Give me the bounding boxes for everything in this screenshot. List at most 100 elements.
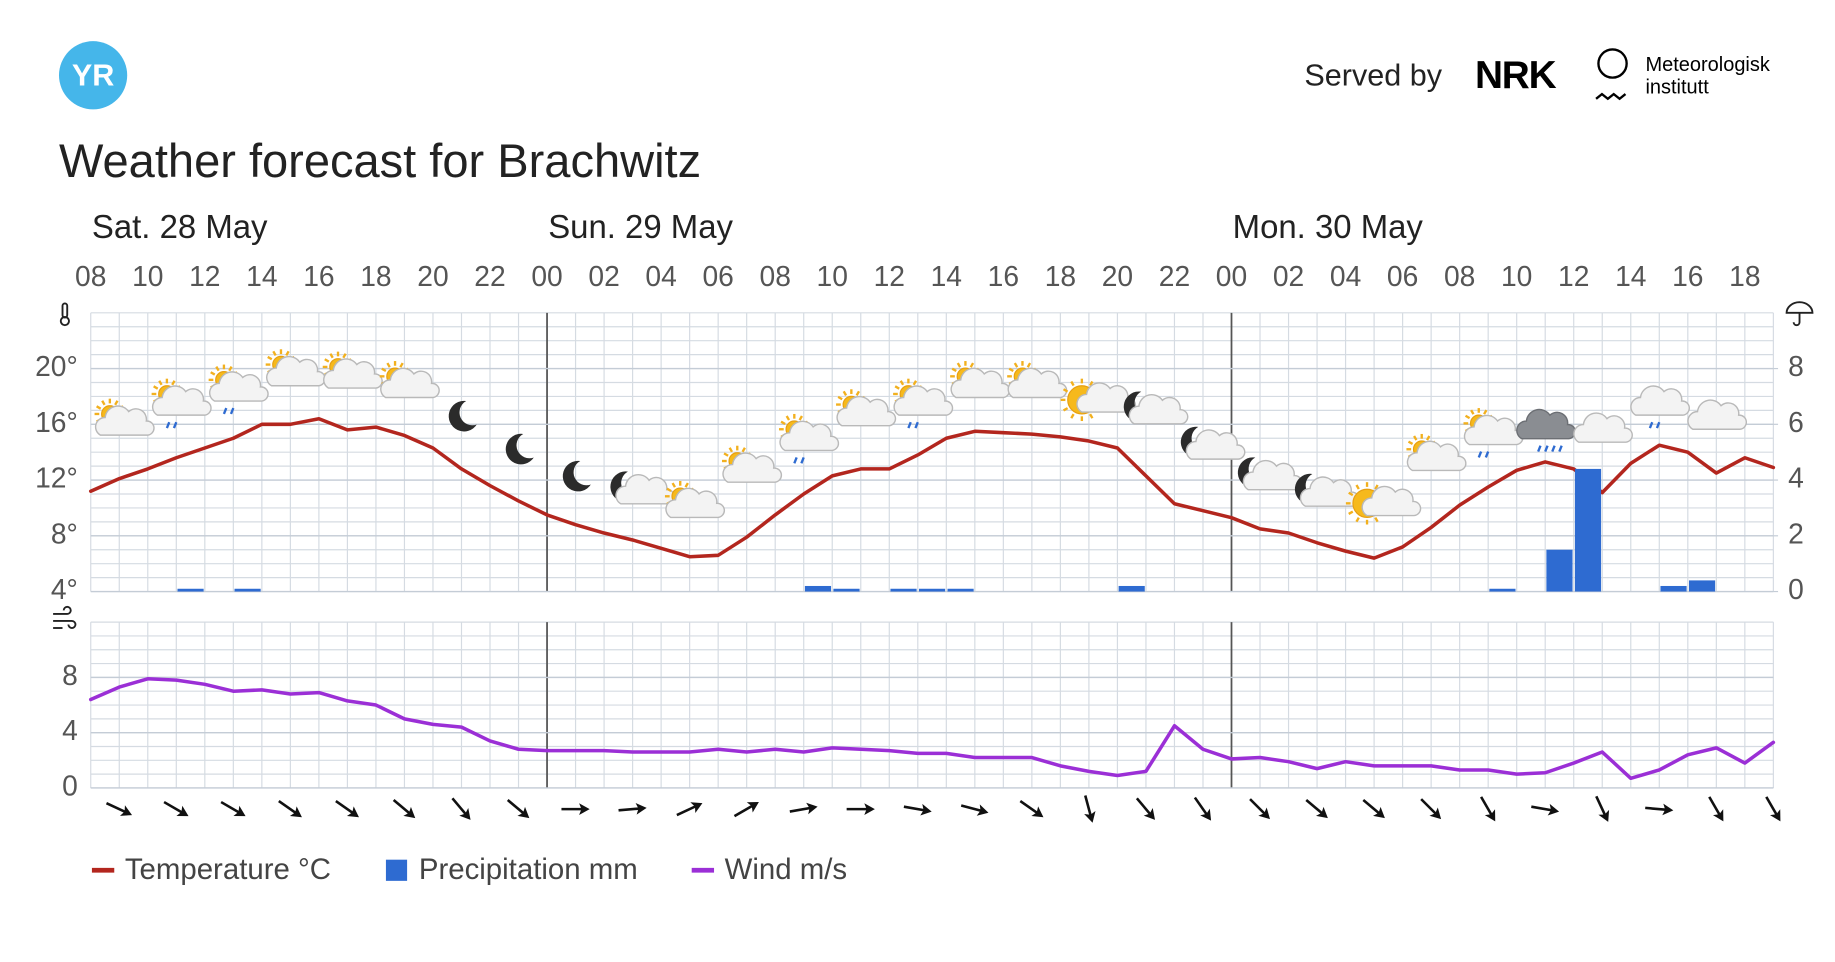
y2-tick-label: 8 bbox=[1788, 350, 1804, 382]
x-tick-label: 16 bbox=[1672, 260, 1703, 292]
x-tick-label: 02 bbox=[1273, 260, 1304, 292]
x-tick-label: 14 bbox=[246, 260, 277, 292]
y2-tick-label: 2 bbox=[1788, 517, 1804, 549]
met-name: institutt bbox=[1645, 76, 1709, 98]
rain bbox=[1537, 445, 1542, 453]
sun-ray bbox=[780, 420, 786, 425]
sun-ray bbox=[101, 400, 106, 406]
sun-ray bbox=[1089, 380, 1094, 387]
sun-ray bbox=[158, 380, 163, 386]
arrow-shaft bbox=[903, 805, 928, 813]
served-by: Served by bbox=[1304, 59, 1442, 93]
arrow-head bbox=[517, 806, 530, 819]
arrow-shaft bbox=[220, 800, 243, 815]
sun-ray bbox=[228, 366, 233, 372]
day-label: Mon. 30 May bbox=[1233, 208, 1424, 245]
sun-ray bbox=[1470, 409, 1475, 415]
wind-arrow bbox=[1420, 798, 1442, 820]
cloud bbox=[665, 487, 726, 519]
arrow-shaft bbox=[1362, 799, 1383, 817]
sun-ray bbox=[1355, 484, 1360, 490]
legend-label: Temperature °C bbox=[125, 853, 331, 886]
x-tick-label: 12 bbox=[1558, 260, 1589, 292]
x-tick-label: 08 bbox=[1444, 260, 1475, 292]
weather-icon bbox=[505, 433, 534, 465]
cloud bbox=[151, 385, 212, 416]
wind-arrow bbox=[561, 803, 590, 815]
legend-label: Wind m/s bbox=[725, 853, 847, 886]
y3-tick-label: 4 bbox=[62, 714, 78, 746]
x-tick-label: 18 bbox=[1045, 260, 1076, 292]
sun-ray bbox=[114, 400, 119, 406]
arrow-head bbox=[1200, 808, 1212, 821]
sun-ray bbox=[1089, 413, 1094, 419]
arrow-head bbox=[119, 805, 133, 816]
precipitation-bar bbox=[234, 588, 261, 592]
weather-icon bbox=[1294, 473, 1360, 507]
arrow-head bbox=[1031, 806, 1044, 818]
sun-ray bbox=[671, 482, 676, 488]
sun-ray bbox=[1407, 440, 1414, 445]
sun-ray bbox=[798, 415, 803, 421]
met-logo-circle bbox=[1597, 48, 1628, 79]
wind-arrow bbox=[220, 800, 246, 817]
wind-arrow bbox=[1084, 795, 1096, 823]
sun-ray bbox=[1062, 407, 1069, 412]
arrow-shaft bbox=[392, 799, 413, 817]
rain bbox=[172, 421, 178, 429]
rain bbox=[1655, 421, 1661, 429]
precipitation-bar bbox=[918, 588, 946, 592]
arrow-head bbox=[976, 804, 989, 816]
sun-ray bbox=[894, 385, 900, 390]
arrow-head bbox=[233, 805, 246, 817]
weather-icon bbox=[721, 445, 783, 483]
x-tick-label: 02 bbox=[588, 260, 619, 292]
weather-icon bbox=[1573, 412, 1633, 443]
wind-arrow bbox=[1645, 803, 1674, 816]
temperature-line bbox=[88, 416, 1776, 560]
arrow-shaft bbox=[676, 803, 699, 817]
sun-ray bbox=[342, 353, 347, 359]
weather-icon bbox=[1180, 426, 1246, 460]
weather-icons bbox=[94, 349, 1748, 525]
sun-ray bbox=[267, 355, 273, 361]
cloud bbox=[722, 452, 783, 483]
precipitation-bar bbox=[890, 588, 917, 592]
weather-icon bbox=[1123, 391, 1189, 425]
x-tick-label: 22 bbox=[1159, 260, 1190, 292]
arrow-head bbox=[1770, 809, 1781, 822]
weather-icon bbox=[1060, 378, 1137, 422]
cloud bbox=[1007, 367, 1068, 399]
x-tick-label: 12 bbox=[189, 260, 220, 292]
sun-ray bbox=[741, 447, 746, 453]
moon bbox=[505, 433, 534, 465]
precipitation-bar bbox=[1574, 468, 1602, 592]
sun-ray bbox=[951, 367, 957, 373]
arrow-shaft bbox=[618, 807, 643, 812]
cloud bbox=[1299, 476, 1360, 507]
weather-icon bbox=[1516, 408, 1576, 453]
wind-arrow bbox=[618, 802, 647, 815]
weather-icon bbox=[1007, 361, 1068, 399]
cloud bbox=[1406, 440, 1467, 472]
x-tick-label: 18 bbox=[360, 260, 391, 292]
sun-ray bbox=[1070, 413, 1075, 419]
wind-arrow bbox=[451, 797, 471, 820]
wind-arrow bbox=[1708, 796, 1724, 822]
arrow-shaft bbox=[506, 799, 527, 817]
weather-icon bbox=[448, 400, 477, 432]
arrow-shaft bbox=[278, 799, 299, 816]
x-tick-label: 10 bbox=[132, 260, 163, 292]
precipitation-bar bbox=[1660, 585, 1687, 592]
rain bbox=[1551, 445, 1556, 453]
umbrella-icon bbox=[1785, 301, 1814, 327]
sun-ray bbox=[399, 362, 404, 368]
weather-icon bbox=[562, 460, 591, 492]
cloud bbox=[1630, 385, 1690, 416]
wind-arrow bbox=[1595, 795, 1610, 822]
x-tick-label: 16 bbox=[988, 260, 1019, 292]
nrk-logo: NRK bbox=[1475, 54, 1557, 97]
sun-ray bbox=[329, 353, 334, 359]
wind-arrow bbox=[846, 803, 875, 815]
arrow-shaft bbox=[451, 797, 469, 818]
